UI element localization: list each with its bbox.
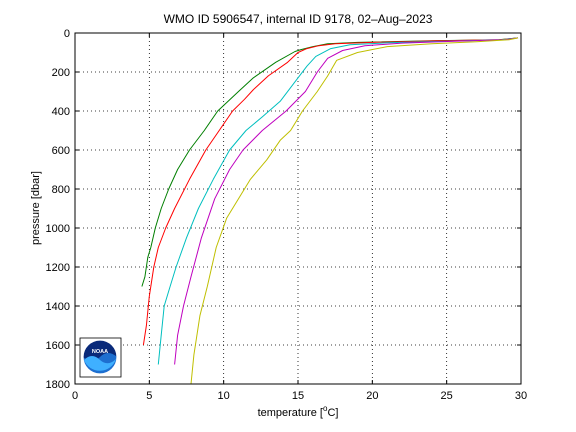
profile-line-5	[190, 37, 519, 385]
y-tick-label: 600	[52, 145, 70, 157]
logo-wave	[84, 356, 116, 371]
x-tick-label: 15	[292, 390, 304, 402]
noaa-logo: NOAA	[79, 337, 122, 378]
profile-line-3	[157, 37, 519, 365]
x-tick-label: 25	[441, 390, 453, 402]
profile-line-4	[174, 37, 519, 365]
x-tick-labels: 0 5 10 15 20 25 30	[72, 390, 527, 402]
y-tick-label: 800	[52, 184, 70, 196]
y-tick-label: 1000	[46, 223, 70, 235]
profile-line-2	[142, 37, 519, 346]
y-tick-label: 1400	[46, 301, 70, 313]
x-tick-label: 20	[366, 390, 378, 402]
x-axis-label: temperature [oC]	[258, 404, 339, 419]
y-tick-label: 1600	[46, 340, 70, 352]
logo-ring	[82, 339, 118, 375]
y-tick-label: 1800	[46, 379, 70, 391]
y-tick-labels: 0 200 400 600 800 1000 1200 1400 1600 1800	[46, 28, 70, 391]
tick-marks	[74, 32, 522, 385]
series-group	[141, 37, 519, 385]
x-tick-label: 30	[515, 390, 527, 402]
x-tick-label: 10	[218, 390, 230, 402]
y-tick-label: 400	[52, 106, 70, 118]
x-tick-label: 0	[72, 390, 78, 402]
y-axis-label: pressure [dbar]	[30, 171, 42, 245]
x-tick-label: 5	[146, 390, 152, 402]
chart-title: WMO ID 5906547, internal ID 9178, 02–Aug…	[164, 12, 433, 26]
y-tick-label: 0	[64, 28, 70, 40]
grid-lines	[75, 33, 521, 384]
y-tick-label: 1200	[46, 262, 70, 274]
logo-text: NOAA	[92, 349, 108, 355]
logo-sky	[83, 340, 117, 361]
y-tick-label: 200	[52, 67, 70, 79]
